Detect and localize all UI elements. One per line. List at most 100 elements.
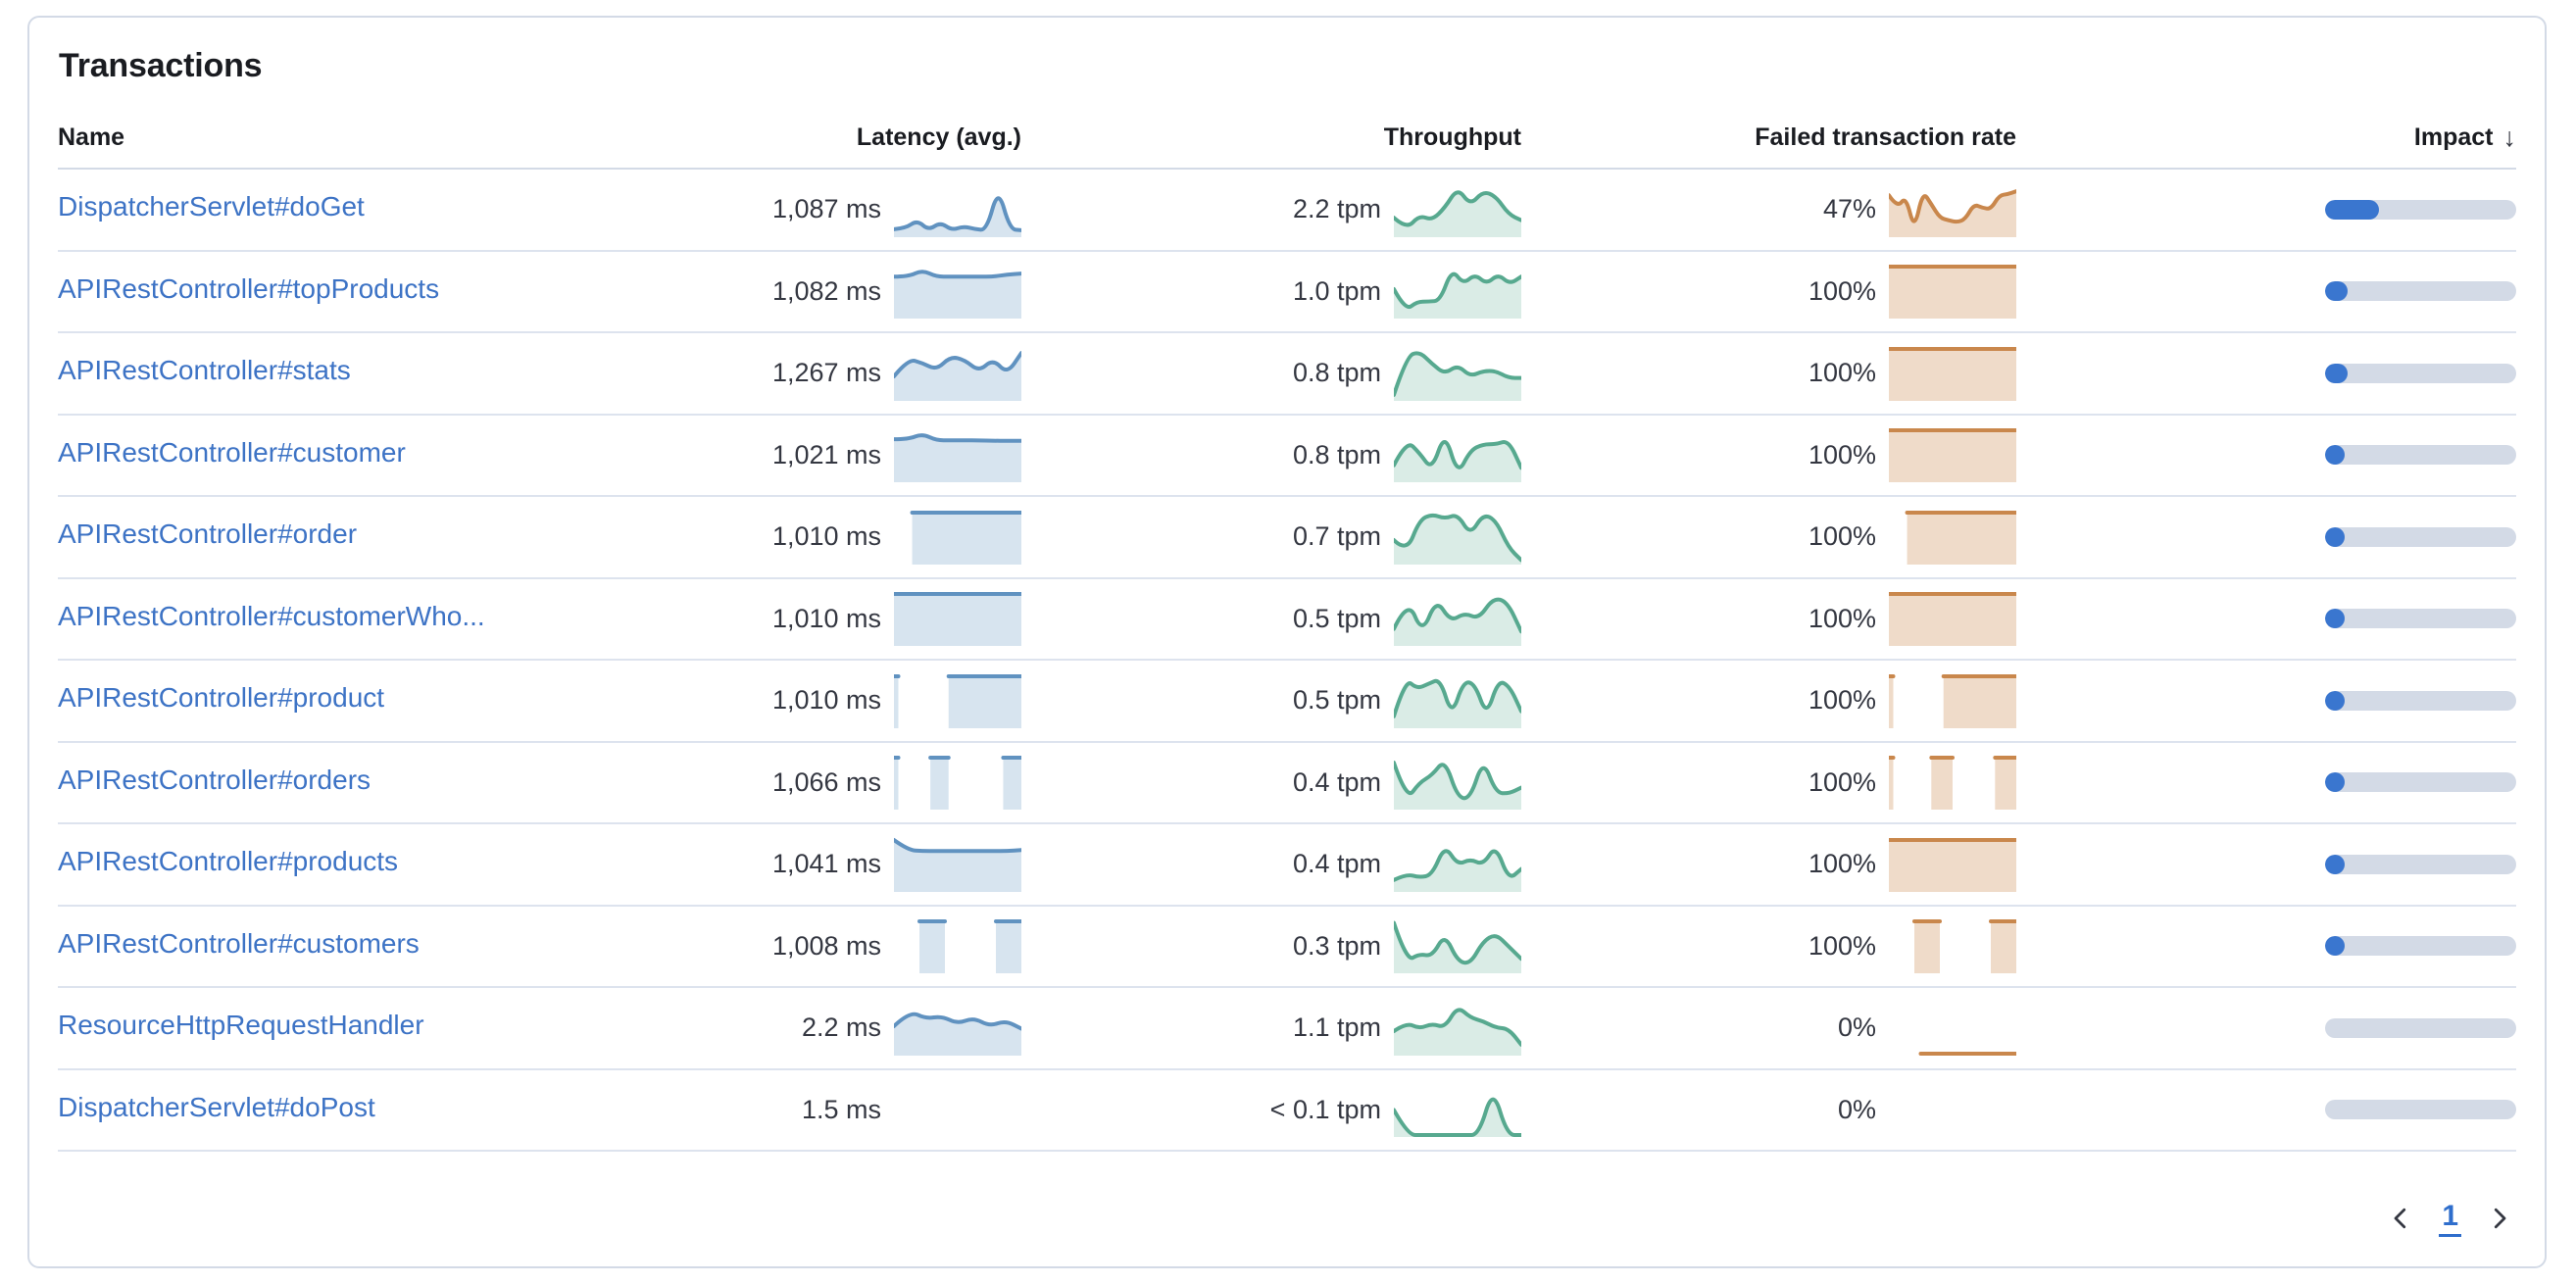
throughput-value: 0.8 tpm (1292, 439, 1381, 469)
impact-bar (2325, 281, 2516, 302)
transaction-name-link[interactable]: APIRestController#customer (58, 436, 406, 468)
throughput-cell: 0.8 tpm (1021, 427, 1521, 483)
failed-cell: 100% (1521, 918, 2016, 974)
throughput-sparkline (1394, 351, 1521, 401)
table-row: DispatcherServlet#doPost 1.5 ms < 0.1 tpm 0… (58, 1070, 2516, 1152)
throughput-cell: 0.5 tpm (1021, 673, 1521, 728)
failed-sparkline (1918, 1051, 2016, 1056)
latency-sparkline (894, 837, 1021, 892)
pagination-next-button[interactable] (2485, 1204, 2514, 1233)
latency-sparkline (894, 196, 1021, 237)
failed-value: 100% (1808, 275, 1876, 306)
failed-sparkline (1889, 673, 2016, 728)
impact-cell (2016, 772, 2516, 793)
panel-title: Transactions (59, 47, 263, 84)
impact-bar-fill (2325, 690, 2345, 711)
impact-bar (2325, 609, 2516, 629)
failed-cell: 100% (1521, 264, 2016, 320)
failed-value: 100% (1808, 439, 1876, 469)
column-header-throughput[interactable]: Throughput (1383, 123, 1521, 151)
latency-value: 1.5 ms (801, 1094, 881, 1124)
name-cell: ResourceHttpRequestHandler (58, 1010, 600, 1046)
latency-value: 1,082 ms (771, 275, 881, 306)
failed-value: 47% (1822, 194, 1876, 224)
latency-value: 1,087 ms (771, 194, 881, 224)
latency-cell: 1,087 ms (600, 182, 1021, 237)
throughput-sparkline (1394, 849, 1521, 892)
latency-sparkline (894, 350, 1021, 401)
latency-value: 1,010 ms (771, 685, 881, 716)
throughput-cell: 2.2 tpm (1021, 182, 1521, 237)
transaction-name-link[interactable]: APIRestController#order (58, 519, 358, 550)
failed-cell: 47% (1521, 182, 2016, 237)
failed-value: 0% (1837, 1094, 1876, 1124)
failed-cell: 100% (1521, 755, 2016, 811)
table-row: DispatcherServlet#doGet 1,087 ms 2.2 tpm 47… (58, 170, 2516, 252)
failed-sparkline (1889, 428, 2016, 483)
transaction-name-link[interactable]: APIRestController#orders (58, 764, 372, 795)
latency-value: 1,021 ms (771, 439, 881, 469)
impact-bar (2325, 772, 2516, 793)
failed-value: 100% (1808, 358, 1876, 388)
latency-value: 1,010 ms (771, 603, 881, 633)
impact-bar (2325, 690, 2516, 711)
throughput-cell: < 0.1 tpm (1021, 1082, 1521, 1138)
pagination-prev-button[interactable] (2386, 1204, 2415, 1233)
chevron-right-icon (2494, 1208, 2506, 1229)
latency-sparkline (894, 592, 1021, 647)
latency-sparkline (894, 1012, 1021, 1056)
column-header-name[interactable]: Name (58, 123, 125, 151)
transaction-name-link[interactable]: APIRestController#customers (58, 927, 420, 959)
transaction-name-link[interactable]: DispatcherServlet#doGet (58, 191, 365, 222)
table-row: ResourceHttpRequestHandler 2.2 ms 1.1 tpm 0… (58, 988, 2516, 1070)
table-header: Name Latency (avg.) Throughput Failed tr… (58, 101, 2516, 170)
impact-bar (2325, 526, 2516, 547)
impact-bar (2325, 199, 2516, 220)
impact-bar-fill (2325, 609, 2345, 629)
latency-cell: 1,010 ms (600, 591, 1021, 647)
throughput-sparkline (1394, 272, 1521, 320)
transaction-name-link[interactable]: ResourceHttpRequestHandler (58, 1010, 424, 1041)
column-header-failed[interactable]: Failed transaction rate (1755, 123, 2016, 151)
name-cell: APIRestController#customer (58, 437, 600, 473)
failed-sparkline (1889, 756, 2016, 811)
failed-value: 100% (1808, 766, 1876, 797)
failed-sparkline (1889, 346, 2016, 401)
failed-sparkline (1912, 919, 2016, 974)
throughput-sparkline (1394, 190, 1521, 237)
impact-cell (2016, 1100, 2516, 1120)
failed-sparkline (1889, 265, 2016, 320)
latency-sparkline (917, 919, 1021, 974)
transaction-name-link[interactable]: DispatcherServlet#doPost (58, 1091, 375, 1122)
transaction-name-link[interactable]: APIRestController#customerWho... (58, 600, 485, 631)
failed-cell: 100% (1521, 673, 2016, 728)
latency-value: 1,008 ms (771, 930, 881, 961)
table-row: APIRestController#product 1,010 ms 0.5 tpm… (58, 661, 2516, 743)
name-cell: APIRestController#orders (58, 765, 600, 801)
throughput-value: 0.3 tpm (1292, 930, 1381, 961)
table-row: APIRestController#topProducts 1,082 ms 1.0… (58, 252, 2516, 333)
column-header-latency[interactable]: Latency (avg.) (856, 123, 1021, 151)
column-header-impact[interactable]: Impact ↓ (2016, 123, 2516, 152)
impact-bar (2325, 1100, 2516, 1120)
throughput-value: 2.2 tpm (1292, 194, 1381, 224)
name-cell: DispatcherServlet#doPost (58, 1092, 600, 1128)
latency-cell: 2.2 ms (600, 1001, 1021, 1056)
impact-cell (2016, 526, 2516, 547)
latency-sparkline (894, 270, 1021, 320)
transaction-name-link[interactable]: APIRestController#stats (58, 355, 351, 386)
impact-cell (2016, 445, 2516, 466)
throughput-value: < 0.1 tpm (1269, 1094, 1381, 1124)
failed-value: 100% (1808, 849, 1876, 879)
failed-cell: 0% (1521, 1082, 2016, 1137)
transaction-name-link[interactable]: APIRestController#products (58, 846, 399, 877)
name-cell: APIRestController#customerWho... (58, 601, 600, 637)
transaction-name-link[interactable]: APIRestController#product (58, 682, 385, 714)
throughput-value: 1.1 tpm (1292, 1012, 1381, 1043)
table-row: APIRestController#stats 1,267 ms 0.8 tpm 10… (58, 333, 2516, 416)
transaction-name-link[interactable]: APIRestController#topProducts (58, 272, 440, 304)
throughput-value: 0.4 tpm (1292, 766, 1381, 797)
throughput-cell: 0.7 tpm (1021, 510, 1521, 565)
latency-value: 1,010 ms (771, 521, 881, 552)
pagination-page-1[interactable]: 1 (2439, 1200, 2461, 1237)
